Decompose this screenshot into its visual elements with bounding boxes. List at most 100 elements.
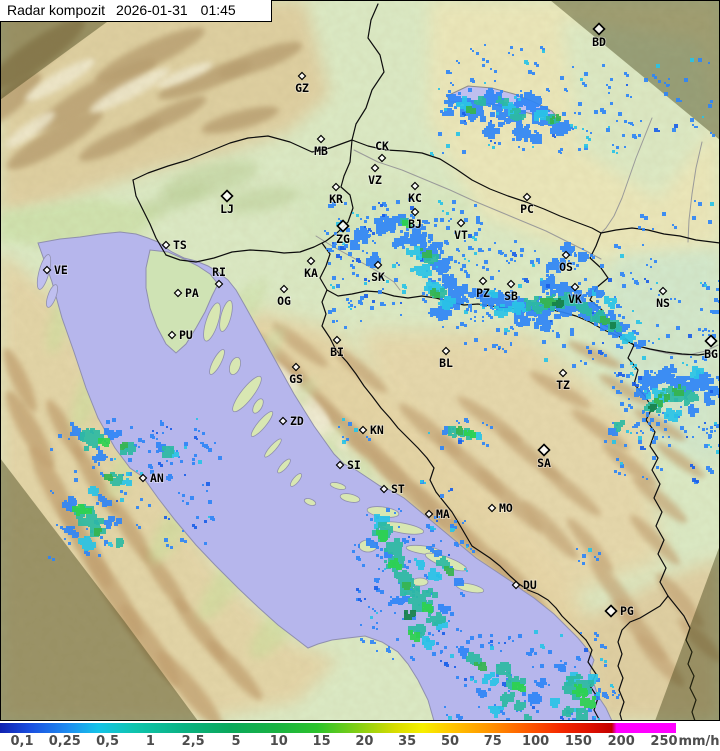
station-marker-OG: OG [276,284,292,309]
station-marker-AN: AN [138,470,165,486]
station-label: MO [499,501,513,515]
station-diamond-icon [297,71,307,81]
legend-tick: 0,5 [96,734,120,749]
station-marker-ZG: ZG [335,219,351,247]
station-label: LJ [220,202,234,216]
echo-cluster-adriatic-split [352,480,475,662]
echo-cluster-adriatic-south [444,628,620,721]
legend-color-scale [0,723,676,733]
station-marker-LJ: LJ [219,189,235,217]
station-label: TZ [556,378,570,392]
station-label: VK [568,292,582,306]
station-marker-TS: TS [161,237,188,253]
station-marker-BG: BG [703,334,719,362]
station-marker-CK: CK [374,138,390,163]
station-diamond-icon [377,153,387,163]
app-title: Radar kompozit [7,2,106,18]
legend-tick: 200 [607,734,635,749]
station-diamond-icon [511,580,521,590]
station-label: CK [375,139,389,153]
station-marker-VT: VT [453,218,469,243]
station-marker-PA: PA [173,285,200,301]
station-marker-PZ: PZ [475,276,491,301]
station-marker-VK: VK [567,282,583,307]
station-label: BD [592,35,606,49]
station-label: ZD [290,414,304,428]
station-diamond-icon [558,368,568,378]
station-diamond-icon [522,192,532,202]
station-label: SK [371,270,385,284]
stations-layer: GZ MB CK VZ KR KC PC BD LJ TS VE RI PA PU ZG BJ VT SK KA OG… [42,22,719,619]
legend-tick: 20 [355,734,374,749]
station-label: VE [54,263,68,277]
station-diamond-icon [279,284,289,294]
echo-cluster-hungary-balaton [430,44,715,156]
station-diamond-icon [537,443,551,457]
intensity-legend: 0,1 0,25 0,5 1 2,5 5 10 15 20 35 50 75 100 150 200 250 m… [0,721,720,751]
station-marker-KR: KR [328,182,344,207]
station-label: ST [391,482,405,496]
station-marker-PG: PG [604,603,635,619]
station-marker-SK: SK [370,260,386,285]
legend-tick: 100 [522,734,550,749]
station-label: SB [504,289,518,303]
station-diamond-icon [456,218,466,228]
station-diamond-icon [570,282,580,292]
station-label: PG [620,604,634,618]
station-diamond-icon [487,503,497,513]
legend-tick: 35 [398,734,417,749]
legend-tick: 1 [145,734,155,749]
station-label: OG [277,294,291,308]
station-marker-VE: VE [42,262,69,278]
echo-cluster-croatia-north [324,198,485,329]
station-marker-RI: RI [211,264,227,289]
station-diamond-icon [316,134,326,144]
station-label: GZ [295,81,309,95]
observation-time: 01:45 [200,2,236,18]
station-diamond-icon [306,256,316,266]
title-bar: Radar kompozit 2026-01-31 01:45 [0,0,272,22]
station-label: BG [704,347,718,361]
station-label: MA [436,507,450,521]
station-label: AN [150,471,164,485]
legend-tick: 15 [312,734,331,749]
station-marker-GS: GS [288,362,304,387]
station-label: ZG [336,232,350,246]
station-diamond-icon [138,473,148,483]
station-label: KC [408,191,422,205]
station-marker-KC: KC [407,181,423,206]
station-diamond-icon [506,279,516,289]
station-label: KN [370,423,384,437]
station-marker-OS: OS [558,250,574,275]
station-diamond-icon [410,181,420,191]
station-label: VZ [368,173,382,187]
legend-tick: 10 [269,734,288,749]
station-diamond-icon [704,334,718,348]
legend-tick: 2,5 [181,734,205,749]
coverage-shadow-layer [0,0,720,721]
station-marker-BI: BI [329,335,345,360]
legend-tick: 0,25 [48,734,81,749]
station-diamond-icon [379,484,389,494]
station-label: SI [347,458,361,472]
station-marker-MB: MB [313,134,329,159]
station-diamond-icon [167,330,177,340]
station-label: GS [289,372,303,386]
station-marker-BL: BL [438,346,454,371]
station-diamond-icon [561,250,571,260]
radar-map: GZ MB CK VZ KR KC PC BD LJ TS VE RI PA PU ZG BJ VT SK KA OG… [0,0,720,721]
station-label: RI [212,265,226,279]
station-label: BI [330,345,344,359]
station-diamond-icon [161,240,171,250]
radar-echoes-layer [48,44,720,721]
station-marker-GZ: GZ [294,71,310,96]
station-label: KR [329,192,343,206]
station-label: NS [656,296,670,310]
station-diamond-icon [336,219,350,233]
station-marker-PU: PU [167,327,194,343]
station-diamond-icon [604,604,618,618]
station-marker-DU: DU [511,577,538,593]
station-diamond-icon [335,460,345,470]
station-diamond-icon [331,182,341,192]
station-marker-SI: SI [335,457,362,473]
